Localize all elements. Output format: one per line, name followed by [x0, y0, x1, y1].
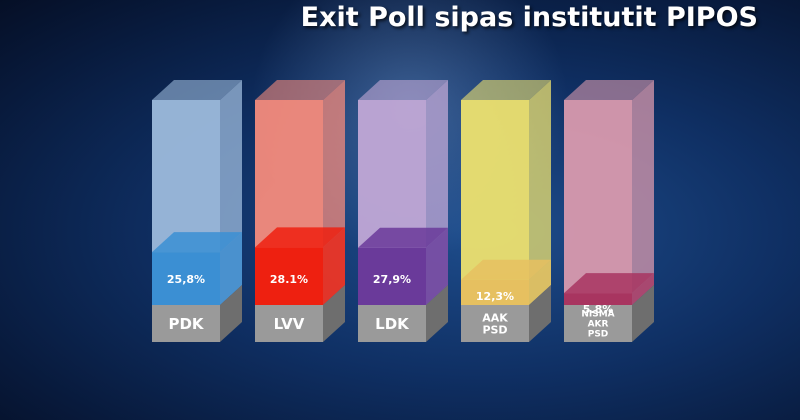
ghost-bar-top [564, 80, 654, 100]
value-bar-side [220, 232, 242, 305]
label-block [255, 305, 323, 342]
category-label: PSD [482, 323, 507, 336]
value-bar-side [323, 227, 345, 305]
value-bar [358, 247, 426, 305]
value-bar-top [564, 273, 654, 294]
value-bar [564, 293, 632, 305]
category-label: PDK [168, 315, 204, 333]
label-block-side [529, 285, 551, 342]
value-label: 5.8% [583, 303, 614, 316]
label-block-side [426, 285, 448, 342]
category-label: PSD [588, 330, 609, 340]
value-label: 12,3% [476, 290, 514, 303]
ghost-bar-top [152, 80, 242, 100]
value-bar-top [152, 232, 242, 253]
ghost-bar-top [358, 80, 448, 100]
value-label: 28.1% [270, 273, 308, 286]
value-label: 27,9% [373, 273, 411, 286]
value-label: 25,8% [167, 273, 205, 286]
category-label: NISMA [581, 310, 614, 320]
value-bar-side [632, 273, 654, 305]
category-label: LDK [375, 315, 410, 333]
label-block [564, 305, 632, 342]
value-bar-side [529, 259, 551, 305]
value-bar-top [358, 227, 448, 248]
ghost-bar-side [632, 80, 654, 305]
value-bar [461, 279, 529, 305]
label-block-side [632, 285, 654, 342]
value-bar-top [461, 259, 551, 280]
label-block [358, 305, 426, 342]
value-bar-side [426, 227, 448, 305]
category-label: AKR [588, 320, 609, 330]
label-block-side [323, 285, 345, 342]
value-bar [152, 252, 220, 305]
ghost-bar-side [529, 80, 551, 305]
ghost-bar-top [461, 80, 551, 100]
category-label: AAK [482, 311, 508, 324]
ghost-bar [564, 100, 632, 305]
label-block [461, 305, 529, 342]
category-label: LVV [274, 315, 305, 333]
value-bar [255, 247, 323, 305]
label-block-side [220, 285, 242, 342]
value-bar-top [255, 227, 345, 248]
label-block [152, 305, 220, 342]
ghost-bar-top [255, 80, 345, 100]
chart-title: Exit Poll sipas institutit PIPOS [300, 2, 758, 33]
